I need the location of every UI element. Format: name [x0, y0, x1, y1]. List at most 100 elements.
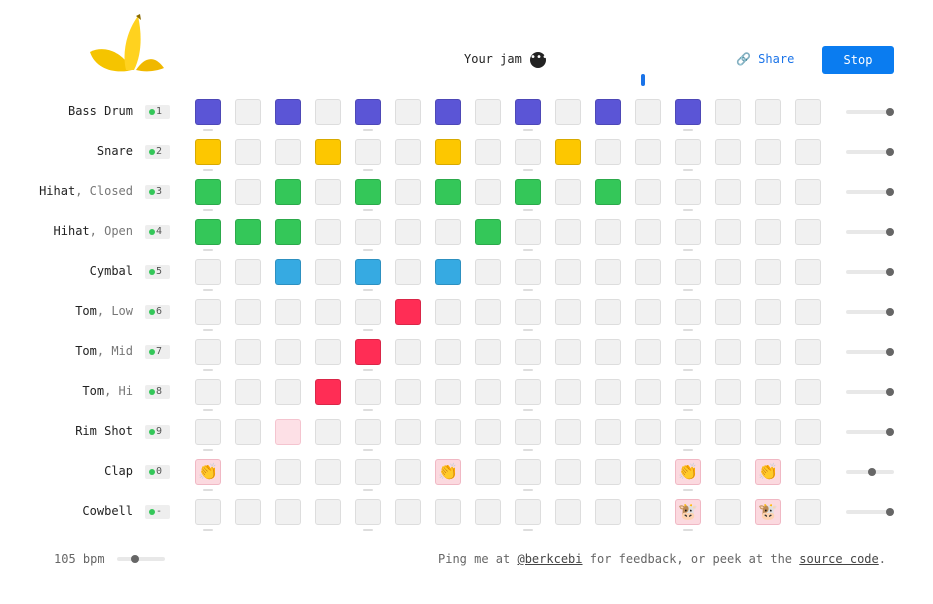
- step-cell[interactable]: [435, 179, 461, 205]
- step-cell[interactable]: [395, 219, 421, 245]
- step-cell[interactable]: [675, 339, 701, 365]
- step-cell[interactable]: [395, 139, 421, 165]
- volume-knob[interactable]: [886, 388, 894, 396]
- step-cell[interactable]: [195, 379, 221, 405]
- step-cell[interactable]: [235, 459, 261, 485]
- step-cell[interactable]: [595, 459, 621, 485]
- step-cell[interactable]: 👏: [755, 459, 781, 485]
- step-cell[interactable]: [475, 259, 501, 285]
- step-cell[interactable]: [395, 339, 421, 365]
- step-cell[interactable]: [235, 339, 261, 365]
- step-cell[interactable]: [435, 99, 461, 125]
- step-cell[interactable]: [355, 219, 381, 245]
- step-cell[interactable]: [395, 299, 421, 325]
- step-cell[interactable]: [475, 299, 501, 325]
- step-cell[interactable]: [315, 419, 341, 445]
- step-cell[interactable]: 👏: [195, 459, 221, 485]
- step-cell[interactable]: [755, 379, 781, 405]
- step-cell[interactable]: [555, 339, 581, 365]
- step-cell[interactable]: [435, 419, 461, 445]
- volume-slider[interactable]: [846, 390, 894, 394]
- step-cell[interactable]: [795, 219, 821, 245]
- step-cell[interactable]: [395, 499, 421, 525]
- step-cell[interactable]: [315, 379, 341, 405]
- volume-knob[interactable]: [886, 308, 894, 316]
- step-cell[interactable]: 👏: [675, 459, 701, 485]
- step-cell[interactable]: [555, 99, 581, 125]
- step-cell[interactable]: [595, 419, 621, 445]
- step-cell[interactable]: [555, 459, 581, 485]
- step-cell[interactable]: [475, 219, 501, 245]
- step-cell[interactable]: [595, 299, 621, 325]
- volume-knob[interactable]: [886, 148, 894, 156]
- volume-knob[interactable]: [886, 428, 894, 436]
- step-cell[interactable]: [315, 459, 341, 485]
- step-cell[interactable]: [555, 219, 581, 245]
- step-cell[interactable]: [195, 219, 221, 245]
- step-cell[interactable]: [235, 299, 261, 325]
- step-cell[interactable]: [315, 99, 341, 125]
- step-cell[interactable]: [195, 259, 221, 285]
- volume-knob[interactable]: [886, 508, 894, 516]
- step-cell[interactable]: [275, 179, 301, 205]
- step-cell[interactable]: [555, 379, 581, 405]
- step-cell[interactable]: [355, 379, 381, 405]
- step-cell[interactable]: [715, 499, 741, 525]
- step-cell[interactable]: [275, 339, 301, 365]
- step-cell[interactable]: [715, 459, 741, 485]
- step-cell[interactable]: [235, 219, 261, 245]
- step-cell[interactable]: [515, 379, 541, 405]
- source-link[interactable]: source code: [799, 552, 879, 566]
- step-cell[interactable]: [795, 299, 821, 325]
- step-cell[interactable]: [635, 139, 661, 165]
- step-cell[interactable]: [555, 299, 581, 325]
- step-cell[interactable]: [395, 99, 421, 125]
- step-cell[interactable]: [315, 219, 341, 245]
- step-cell[interactable]: [515, 299, 541, 325]
- volume-knob[interactable]: [868, 468, 877, 476]
- step-cell[interactable]: [795, 379, 821, 405]
- step-cell[interactable]: [355, 139, 381, 165]
- step-cell[interactable]: [755, 299, 781, 325]
- step-cell[interactable]: [555, 499, 581, 525]
- step-cell[interactable]: [635, 299, 661, 325]
- step-cell[interactable]: [235, 99, 261, 125]
- step-cell[interactable]: [355, 339, 381, 365]
- volume-knob[interactable]: [886, 268, 894, 276]
- step-cell[interactable]: [675, 379, 701, 405]
- step-cell[interactable]: [515, 459, 541, 485]
- step-cell[interactable]: [315, 179, 341, 205]
- volume-slider[interactable]: [846, 190, 894, 194]
- step-cell[interactable]: [555, 139, 581, 165]
- step-cell[interactable]: [515, 419, 541, 445]
- step-cell[interactable]: [715, 99, 741, 125]
- step-cell[interactable]: [715, 259, 741, 285]
- volume-knob[interactable]: [886, 108, 894, 116]
- step-cell[interactable]: [755, 419, 781, 445]
- step-cell[interactable]: [595, 99, 621, 125]
- step-cell[interactable]: [795, 419, 821, 445]
- step-cell[interactable]: 🐮: [675, 499, 701, 525]
- volume-slider[interactable]: [846, 270, 894, 274]
- step-cell[interactable]: [275, 419, 301, 445]
- step-cell[interactable]: [795, 139, 821, 165]
- step-cell[interactable]: [795, 499, 821, 525]
- volume-slider[interactable]: [846, 510, 894, 514]
- step-cell[interactable]: [595, 339, 621, 365]
- step-cell[interactable]: [235, 499, 261, 525]
- step-cell[interactable]: [235, 259, 261, 285]
- step-cell[interactable]: [435, 499, 461, 525]
- step-cell[interactable]: [675, 179, 701, 205]
- volume-slider[interactable]: [846, 150, 894, 154]
- step-cell[interactable]: [515, 259, 541, 285]
- step-cell[interactable]: [235, 179, 261, 205]
- step-cell[interactable]: [635, 459, 661, 485]
- step-cell[interactable]: [275, 219, 301, 245]
- step-cell[interactable]: [275, 139, 301, 165]
- step-cell[interactable]: [635, 99, 661, 125]
- step-cell[interactable]: [355, 419, 381, 445]
- step-cell[interactable]: [595, 219, 621, 245]
- step-cell[interactable]: [355, 179, 381, 205]
- step-cell[interactable]: [235, 419, 261, 445]
- step-cell[interactable]: [675, 139, 701, 165]
